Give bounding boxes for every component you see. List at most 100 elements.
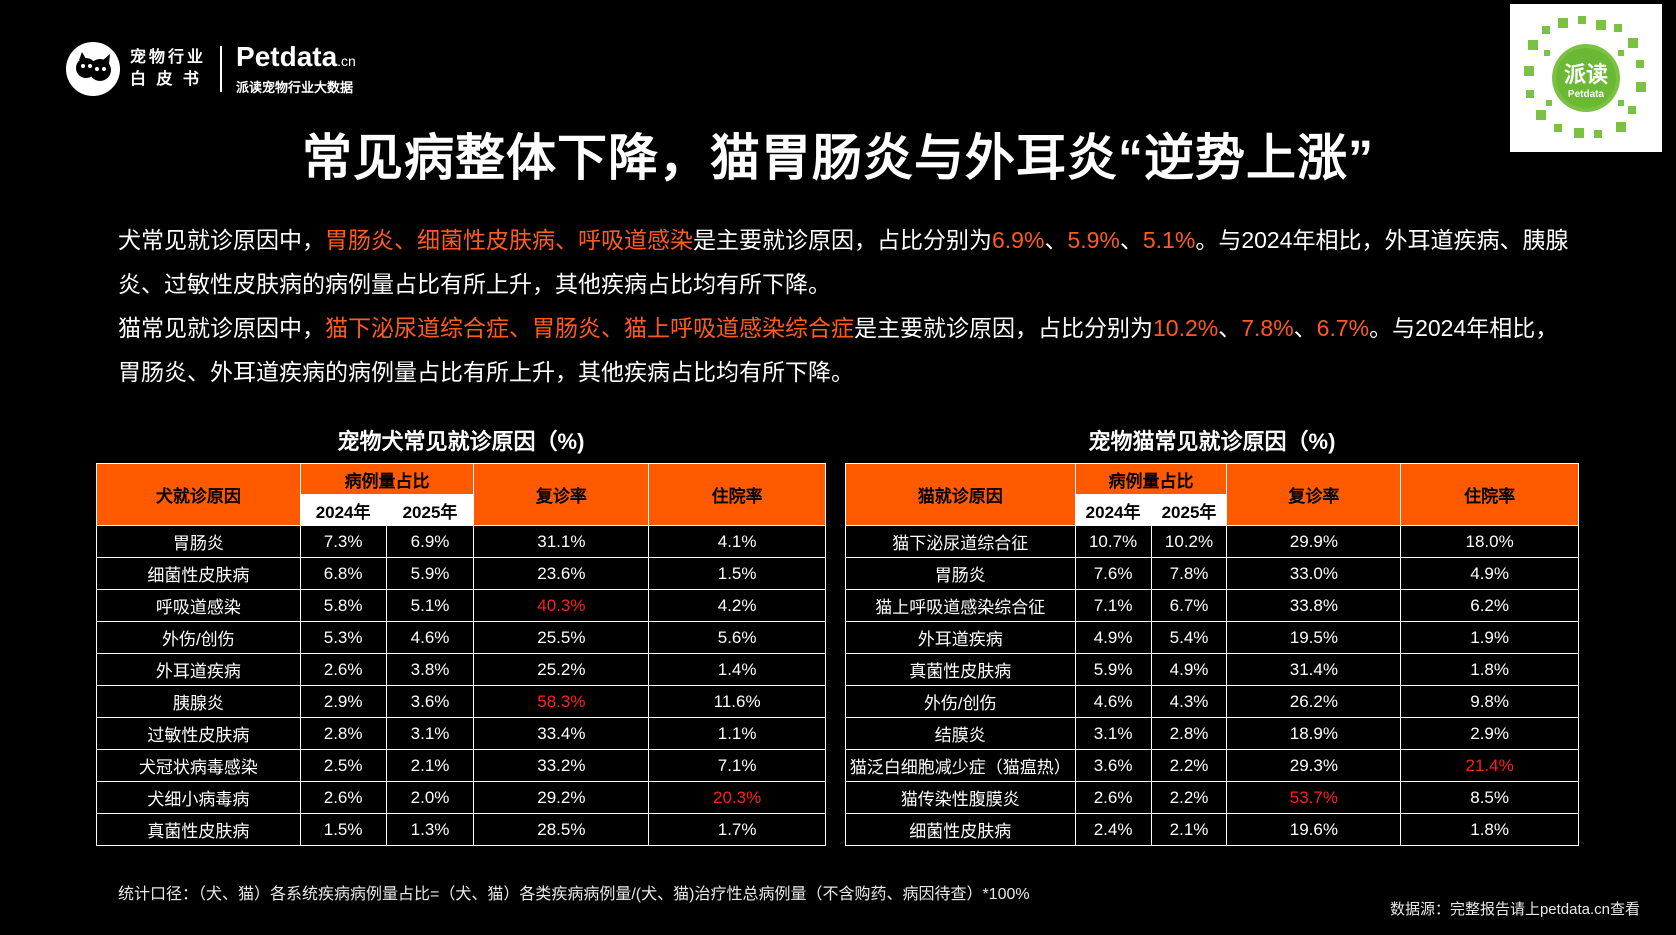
- revisit-rate-cell: 26.2%: [1226, 685, 1402, 718]
- ratio-2025-cell: 5.1%: [385, 589, 475, 622]
- dog-summary-suffix: 。与2024年相比，外耳道疾病、胰腺炎、过敏性皮肤病的病例量占比有所上升，其他疾…: [118, 227, 1569, 297]
- header-case-ratio: 病例量占比: [1074, 463, 1228, 495]
- dog-summary-prefix: 犬常见就诊原因中，: [118, 227, 325, 253]
- ratio-2024-cell: 2.6%: [299, 653, 387, 686]
- table-row: 细菌性皮肤病 6.8% 5.9% 23.6% 1.5%: [96, 557, 826, 590]
- table-row: 结膜炎 3.1% 2.8% 18.9% 2.9%: [845, 717, 1579, 750]
- header-revisit-rate: 复诊率: [1226, 463, 1402, 526]
- ratio-2024-cell: 2.6%: [1074, 781, 1152, 814]
- ratio-2024-cell: 3.6%: [1074, 749, 1152, 782]
- table-row: 猫上呼吸道感染综合征 7.1% 6.7% 33.8% 6.2%: [845, 589, 1579, 622]
- cause-cell: 外伤/创伤: [96, 621, 301, 654]
- cause-cell: 结膜炎: [845, 717, 1076, 750]
- table-row: 犬冠状病毒感染 2.5% 2.1% 33.2% 7.1%: [96, 749, 826, 782]
- ratio-2025-cell: 3.6%: [385, 685, 475, 718]
- dog-share-1: 6.9%: [992, 227, 1045, 253]
- petdata-brand: Petdata.cn 派读宠物行业大数据: [236, 42, 356, 96]
- dog-summary-mid: 是主要就诊原因，占比分别为: [693, 227, 992, 253]
- table-row: 胰腺炎 2.9% 3.6% 58.3% 11.6%: [96, 685, 826, 718]
- table-row: 外耳道疾病 4.9% 5.4% 19.5% 1.9%: [845, 621, 1579, 654]
- ratio-2024-cell: 1.5%: [299, 813, 387, 846]
- ratio-2024-cell: 2.6%: [299, 781, 387, 814]
- ratio-2025-cell: 7.8%: [1150, 557, 1228, 590]
- ratio-2025-cell: 1.3%: [385, 813, 475, 846]
- revisit-rate-cell: 53.7%: [1226, 781, 1402, 814]
- hospitalization-rate-cell: 11.6%: [648, 685, 826, 718]
- petdata-suffix: .cn: [337, 52, 356, 69]
- mini-program-qr-code[interactable]: 派读 Petdata: [1510, 4, 1662, 152]
- cat-share-2: 7.8%: [1241, 315, 1294, 341]
- table-row: 真菌性皮肤病 1.5% 1.3% 28.5% 1.7%: [96, 813, 826, 846]
- ratio-2025-cell: 6.9%: [385, 525, 475, 558]
- brand-whitepaper: 宠物行业 白 皮 书: [130, 47, 206, 91]
- dog-share-3: 5.1%: [1142, 227, 1196, 253]
- revisit-rate-cell: 25.2%: [473, 653, 650, 686]
- hospitalization-rate-cell: 9.8%: [1400, 685, 1579, 718]
- statistical-definition-note: 统计口径：（犬、猫）各系统疾病病例量占比=（犬、猫）各类疾病病例量/(犬、猫)治…: [118, 886, 1030, 903]
- table-row: 犬细小病毒病 2.6% 2.0% 29.2% 20.3%: [96, 781, 826, 814]
- data-source: 数据源：完整报告请上petdata.cn查看: [1389, 901, 1640, 918]
- dog-sep-2: 、: [1119, 227, 1143, 253]
- ratio-2024-cell: 7.1%: [1074, 589, 1152, 622]
- ratio-2025-cell: 4.6%: [385, 621, 475, 654]
- cause-cell: 细菌性皮肤病: [96, 557, 301, 590]
- revisit-rate-cell: 29.2%: [473, 781, 650, 814]
- ratio-2024-cell: 2.8%: [299, 717, 387, 750]
- revisit-rate-cell: 25.5%: [473, 621, 650, 654]
- hospitalization-rate-cell: 18.0%: [1400, 525, 1579, 558]
- hospitalization-rate-cell: 1.5%: [648, 557, 826, 590]
- cat-summary-suffix: 。与2024年相比，胃肠炎、外耳道疾病的病例量占比有所上升，其他疾病占比均有所下…: [118, 315, 1559, 385]
- revisit-rate-cell: 33.2%: [473, 749, 650, 782]
- ratio-2025-cell: 5.4%: [1150, 621, 1228, 654]
- revisit-rate-cell: 31.4%: [1226, 653, 1402, 686]
- cause-cell: 胰腺炎: [96, 685, 301, 718]
- ratio-2025-cell: 2.2%: [1150, 749, 1228, 782]
- hospitalization-rate-cell: 8.5%: [1400, 781, 1579, 814]
- hospitalization-rate-cell: 1.9%: [1400, 621, 1579, 654]
- ratio-2025-cell: 2.1%: [385, 749, 475, 782]
- cat-table-title: 宠物猫常见就诊原因（%): [1088, 429, 1336, 454]
- table-row: 外伤/创伤 5.3% 4.6% 25.5% 5.6%: [96, 621, 826, 654]
- ratio-2024-cell: 5.8%: [299, 589, 387, 622]
- dog-top-causes: 胃肠炎、细菌性皮肤病、呼吸道感染: [325, 227, 693, 253]
- revisit-rate-cell: 40.3%: [473, 589, 650, 622]
- revisit-rate-cell: 33.8%: [1226, 589, 1402, 622]
- ratio-2024-cell: 6.8%: [299, 557, 387, 590]
- revisit-rate-cell: 19.6%: [1226, 813, 1402, 846]
- cat-sep-1: 、: [1218, 315, 1242, 341]
- ratio-2024-cell: 2.5%: [299, 749, 387, 782]
- ratio-2025-cell: 6.7%: [1150, 589, 1228, 622]
- ratio-2025-cell: 5.9%: [385, 557, 475, 590]
- table-row: 外伤/创伤 4.6% 4.3% 26.2% 9.8%: [845, 685, 1579, 718]
- table-row: 真菌性皮肤病 5.9% 4.9% 31.4% 1.8%: [845, 653, 1579, 686]
- ratio-2025-cell: 10.2%: [1150, 525, 1228, 558]
- dog-summary: 犬常见就诊原因中，胃肠炎、细菌性皮肤病、呼吸道感染是主要就诊原因，占比分别为6.…: [118, 218, 1578, 306]
- ratio-2024-cell: 5.3%: [299, 621, 387, 654]
- cat-summary-mid: 是主要就诊原因，占比分别为: [854, 315, 1153, 341]
- cause-cell: 细菌性皮肤病: [845, 813, 1076, 846]
- header-cause: 犬就诊原因: [96, 463, 301, 526]
- header-year-2024: 2024年: [299, 494, 387, 526]
- ratio-2025-cell: 2.1%: [1150, 813, 1228, 846]
- revisit-rate-cell: 29.9%: [1226, 525, 1402, 558]
- hospitalization-rate-cell: 1.8%: [1400, 813, 1579, 846]
- cat-summary-prefix: 猫常见就诊原因中，: [118, 315, 325, 341]
- revisit-rate-cell: 18.9%: [1226, 717, 1402, 750]
- cause-cell: 猫泛白细胞减少症（猫瘟热）: [845, 749, 1076, 782]
- header-cause: 猫就诊原因: [845, 463, 1076, 526]
- table-row: 外耳道疾病 2.6% 3.8% 25.2% 1.4%: [96, 653, 826, 686]
- hospitalization-rate-cell: 1.7%: [648, 813, 826, 846]
- ratio-2024-cell: 5.9%: [1074, 653, 1152, 686]
- cause-cell: 猫下泌尿道综合征: [845, 525, 1076, 558]
- revisit-rate-cell: 58.3%: [473, 685, 650, 718]
- ratio-2024-cell: 3.1%: [1074, 717, 1152, 750]
- hospitalization-rate-cell: 1.8%: [1400, 653, 1579, 686]
- cause-cell: 外耳道疾病: [845, 621, 1076, 654]
- cat-summary: 猫常见就诊原因中，猫下泌尿道综合症、胃肠炎、猫上呼吸道感染综合症是主要就诊原因，…: [118, 306, 1578, 394]
- header-hospitalization-rate: 住院率: [1400, 463, 1579, 526]
- qr-code-icon: [1524, 16, 1646, 138]
- cause-cell: 猫传染性腹膜炎: [845, 781, 1076, 814]
- revisit-rate-cell: 29.3%: [1226, 749, 1402, 782]
- brand-line2: 白 皮 书: [130, 71, 202, 88]
- table-row: 猫下泌尿道综合征 10.7% 10.2% 29.9% 18.0%: [845, 525, 1579, 558]
